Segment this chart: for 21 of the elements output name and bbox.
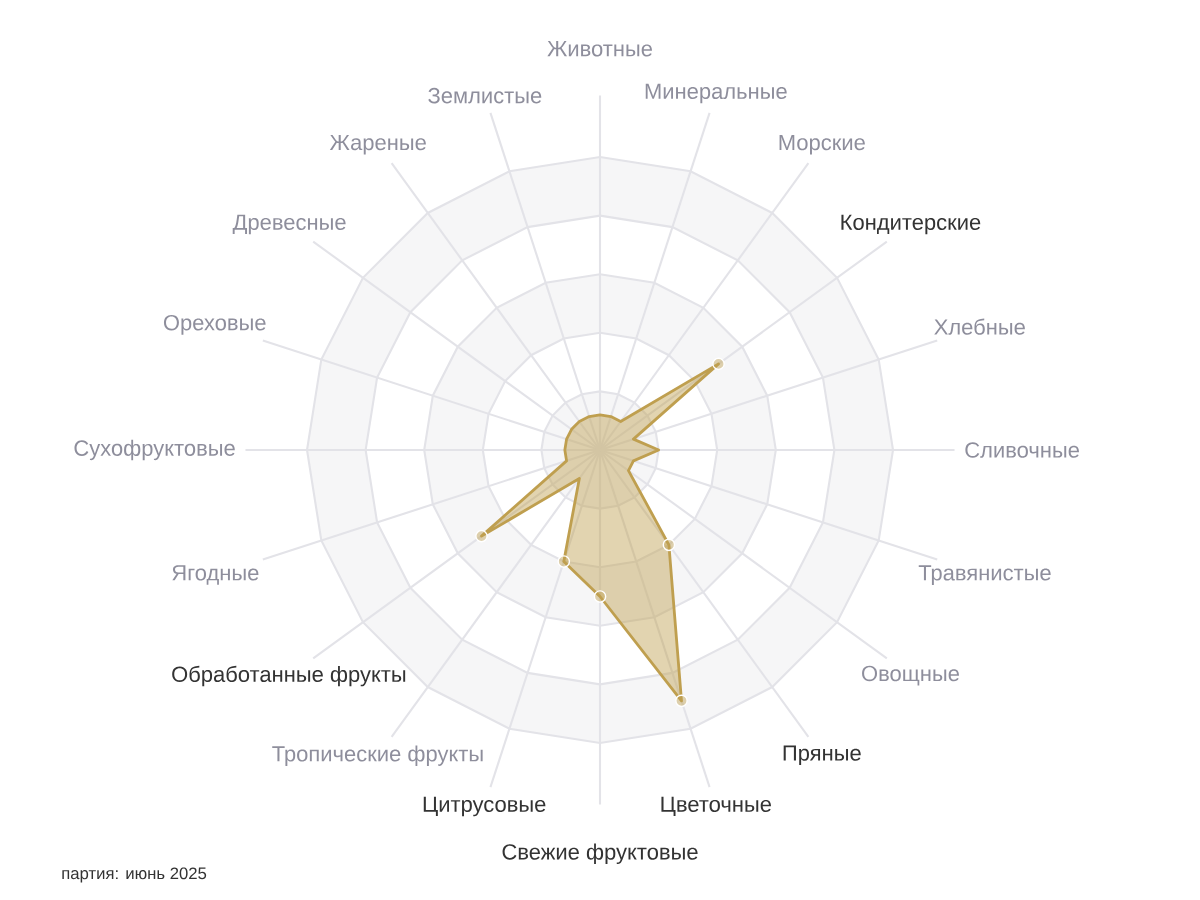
spoke-label: Землистые bbox=[428, 87, 542, 104]
spoke-label: Сухофруктовые bbox=[74, 439, 235, 461]
spoke-label: Свежие фруктовые bbox=[502, 843, 698, 865]
spoke-label: Животные bbox=[547, 41, 652, 57]
spoke-label: Цветочные bbox=[661, 796, 771, 817]
spoke-label: Древесные bbox=[232, 214, 346, 235]
spoke-label: Хлебные bbox=[934, 318, 1025, 335]
spoke-label: Ореховые bbox=[163, 314, 266, 335]
spoke-label: Пряные bbox=[783, 745, 861, 766]
spoke-label: Морские bbox=[779, 134, 865, 155]
spoke-label: Минеральные bbox=[645, 83, 787, 104]
spoke-label: Жареные bbox=[329, 134, 426, 155]
text: партия: июнь 2025 bbox=[62, 867, 207, 883]
spoke-label: Тропические фрукты bbox=[272, 745, 483, 766]
spoke-label: Овощные bbox=[862, 665, 959, 686]
spoke-label: Кондитерские bbox=[841, 214, 981, 235]
spoke-label: Травянистые bbox=[918, 565, 1051, 585]
spoke-label: Сливочные bbox=[965, 442, 1079, 458]
spoke-label: Цитрусовые bbox=[423, 796, 546, 817]
spoke-label: Обработанные фрукты bbox=[172, 665, 406, 687]
spoke-label: Ягодные bbox=[172, 565, 259, 585]
